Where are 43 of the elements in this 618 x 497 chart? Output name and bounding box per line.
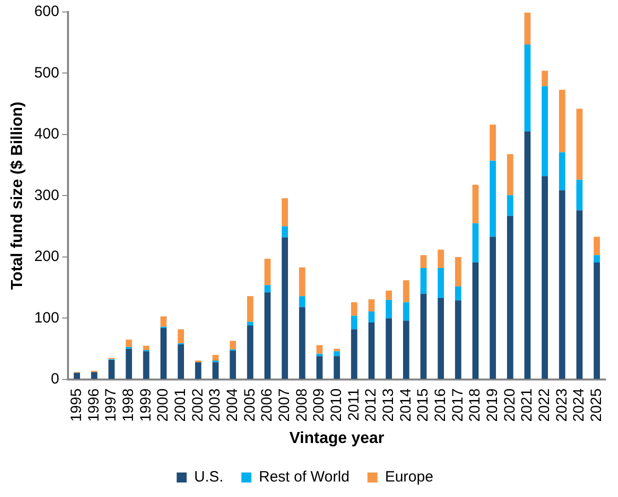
x-tick-label: 2017	[449, 388, 466, 422]
x-tick-label: 2001	[172, 388, 190, 422]
x-tick-label: 2021	[518, 388, 536, 422]
x-tick-label: 2014	[397, 388, 414, 422]
x-tick-label: 1997	[102, 388, 120, 422]
x-tick-label: 2018	[466, 388, 484, 422]
x-tick-label: 2015	[414, 388, 432, 422]
x-tick-label: 2008	[293, 388, 310, 422]
y-tick-label: 400	[34, 126, 60, 143]
x-tick-label: 1999	[137, 388, 154, 422]
x-tick-label: 2002	[189, 388, 206, 422]
y-tick-label: 0	[50, 370, 60, 388]
x-tick-label: 2004	[224, 388, 242, 422]
legend-label: U.S.	[194, 468, 224, 486]
x-tick-label: 2011	[345, 388, 362, 421]
y-tick-label: 600	[34, 3, 60, 20]
y-tick-label: 200	[34, 248, 60, 266]
x-tick-label: 2013	[380, 388, 397, 422]
y-tick-label: 500	[34, 64, 60, 82]
x-tick-label: 2000	[154, 388, 172, 422]
x-tick-label: 2023	[553, 388, 570, 422]
x-tick-label: 2019	[484, 388, 501, 422]
x-tick-label: 2003	[206, 388, 224, 422]
x-axis-title: Vintage year	[289, 430, 384, 447]
legend-label: Europe	[384, 468, 434, 486]
x-tick-label: 2016	[432, 388, 449, 422]
y-tick-label: 300	[34, 186, 60, 204]
x-tick-label: 1995	[68, 388, 86, 422]
x-tick-label: 1996	[85, 388, 102, 422]
x-tick-label: 2012	[362, 388, 380, 422]
x-tick-label: 2022	[536, 388, 553, 422]
x-tick-label: 1998	[120, 388, 138, 422]
x-tick-label: 2020	[501, 388, 518, 422]
x-tick-label: 2010	[328, 388, 345, 422]
x-tick-label: 2025	[588, 388, 605, 422]
legend-label: Rest of World	[258, 468, 350, 486]
y-axis-title: Total fund size ($ Billion)	[9, 102, 26, 290]
x-tick-label: 2009	[310, 388, 328, 422]
x-tick-label: 2024	[570, 388, 588, 422]
x-tick-label: 2006	[258, 388, 276, 422]
x-tick-label: 2007	[276, 388, 293, 422]
y-tick-label: 100	[34, 309, 60, 326]
x-tick-label: 2005	[241, 388, 258, 422]
